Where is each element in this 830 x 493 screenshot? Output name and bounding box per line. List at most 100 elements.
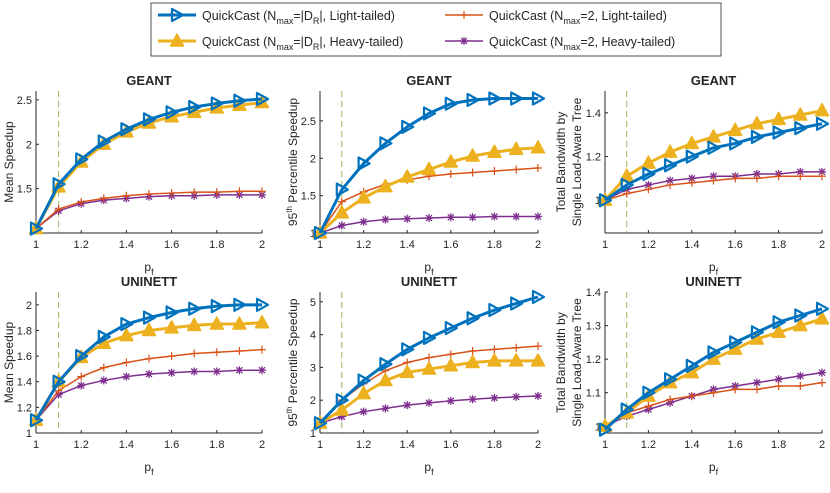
chart-panel: 1 1.2 1.4 1.6 1.8 2 1 1.1 1.2 1.3 1.4 UNINETT Total … — [554, 274, 830, 477]
data-point — [188, 301, 202, 316]
x-axis-label: pf — [144, 460, 154, 477]
data-point — [399, 364, 415, 379]
data-point — [335, 393, 349, 408]
legend-label: QuickCast (Nmax=2, Heavy-tailed) — [489, 35, 675, 52]
data-point — [814, 311, 830, 325]
data-point — [490, 166, 499, 175]
data-point — [379, 136, 393, 151]
y-axis-label-line1: Total Bandwidth by — [554, 312, 568, 413]
data-point — [772, 125, 786, 140]
data-point — [122, 191, 131, 200]
data-point — [75, 152, 89, 167]
x-tick-label: 1.4 — [119, 439, 134, 451]
data-point — [443, 154, 459, 168]
data-point — [122, 372, 131, 381]
series-line — [603, 307, 823, 431]
series-line — [318, 295, 539, 425]
legend-entry: QuickCast (Nmax=2, Light-tailed) — [445, 9, 667, 26]
x-tick-label: 2 — [819, 239, 825, 251]
data-point — [534, 391, 542, 400]
data-point — [620, 177, 634, 193]
chart-title: GEANT — [126, 73, 172, 88]
data-point — [487, 353, 502, 367]
data-series — [601, 378, 826, 431]
data-point — [209, 316, 225, 330]
data-point — [381, 404, 390, 413]
data-point — [99, 376, 108, 385]
data-point — [75, 348, 89, 364]
x-axis-label: pf — [424, 460, 434, 477]
data-point — [258, 345, 266, 354]
data-point — [164, 320, 179, 334]
data-point — [119, 327, 134, 342]
legend-entry: QuickCast (Nmax=|DR|, Light-tailed) — [158, 7, 395, 26]
data-point — [598, 193, 613, 208]
data-point — [357, 156, 371, 171]
data-point — [356, 385, 371, 400]
data-point — [752, 174, 761, 183]
x-tick-label: 1.6 — [728, 439, 743, 451]
data-point — [232, 316, 247, 330]
data-point — [794, 308, 808, 323]
data-series — [32, 366, 266, 425]
data-point — [403, 401, 412, 410]
y-axis-label: 95th Percentile Speedup — [285, 298, 300, 426]
legend-marker — [170, 7, 185, 23]
data-point — [335, 182, 349, 197]
data-point — [490, 345, 499, 354]
data-point — [167, 189, 176, 198]
data-point — [707, 140, 721, 155]
data-point — [750, 325, 764, 340]
x-tick-label: 1.6 — [164, 239, 179, 251]
data-series — [598, 116, 830, 208]
data-point — [212, 188, 221, 197]
data-point — [530, 140, 546, 154]
data-point — [774, 172, 783, 181]
y-tick-label: 5 — [310, 297, 316, 309]
data-point — [818, 368, 826, 377]
legend-box — [150, 2, 722, 57]
data-point — [598, 422, 613, 437]
data-point — [422, 106, 437, 121]
x-tick-label: 1.8 — [209, 239, 224, 251]
data-point — [709, 172, 718, 181]
data-point — [796, 167, 805, 176]
data-point — [359, 407, 368, 416]
data-point — [97, 329, 111, 344]
data-point — [186, 317, 202, 332]
y-tick-label: 2 — [26, 300, 32, 312]
data-point — [212, 367, 221, 376]
data-point — [97, 134, 111, 149]
x-tick-label: 1.8 — [209, 439, 224, 451]
y-tick-label: 1 — [310, 228, 316, 240]
x-tick-label: 1.8 — [487, 439, 502, 451]
x-tick-label: 2 — [535, 439, 541, 451]
y-tick-label: 1.2 — [586, 152, 601, 164]
data-point — [235, 187, 244, 196]
y-tick-label: 3 — [310, 362, 316, 374]
data-point — [334, 402, 350, 416]
x-tick-label: 1 — [602, 439, 608, 451]
x-tick-label: 1.2 — [641, 439, 656, 451]
data-point — [357, 373, 371, 388]
x-tick-label: 2 — [259, 439, 265, 451]
y-axis-label: Mean Speedup — [2, 121, 16, 203]
x-tick-label: 1.2 — [356, 239, 371, 251]
data-point — [508, 353, 524, 367]
data-series — [29, 297, 270, 428]
data-point — [235, 366, 244, 375]
data-point — [465, 354, 480, 369]
data-point — [666, 180, 675, 189]
data-point — [642, 166, 656, 182]
x-tick-label: 1.8 — [487, 239, 502, 251]
chart-panel: 1 1.2 1.4 1.6 1.8 2 1 1.2 1.4 GEANT Total Bandwidt… — [554, 73, 830, 277]
x-tick-label: 2 — [259, 239, 265, 251]
data-point — [534, 212, 542, 221]
chart-title: UNINETT — [401, 274, 457, 289]
data-point — [666, 176, 675, 185]
data-point — [814, 102, 830, 117]
data-point — [399, 169, 415, 183]
data-point — [421, 361, 437, 375]
data-point — [796, 382, 805, 390]
legend-marker — [460, 37, 468, 45]
